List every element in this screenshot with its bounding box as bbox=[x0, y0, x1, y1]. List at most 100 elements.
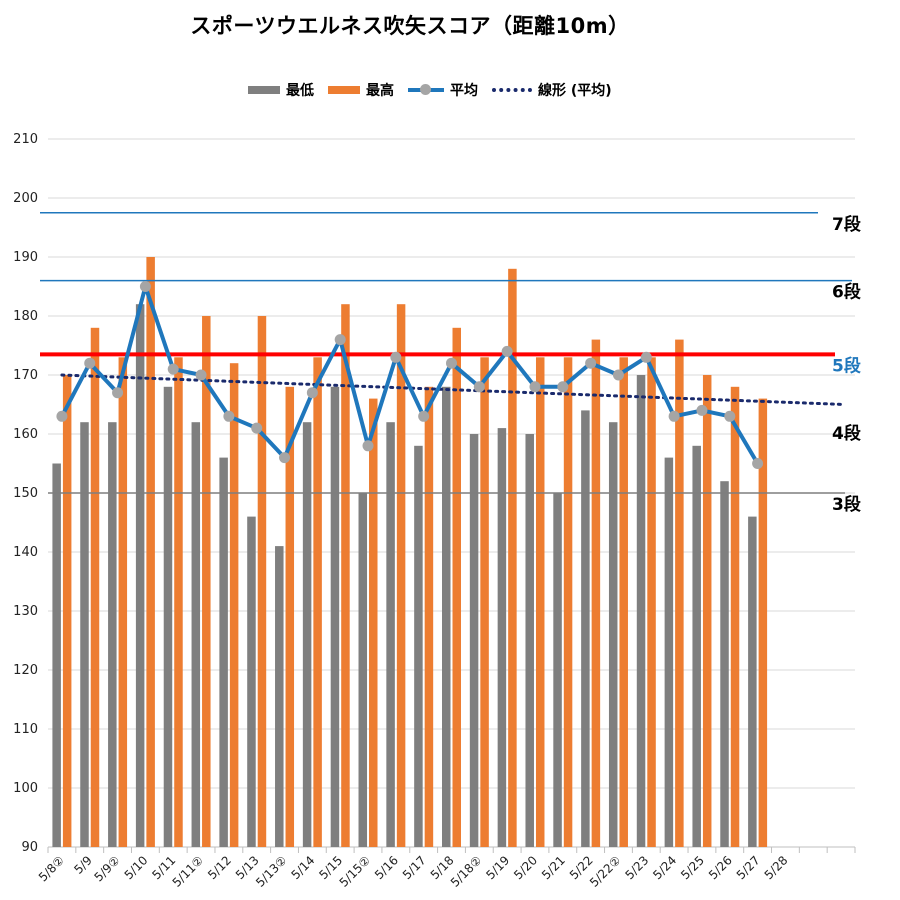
bar-min bbox=[302, 422, 312, 847]
average-point bbox=[473, 381, 485, 393]
average-point bbox=[418, 410, 430, 422]
bar-min bbox=[108, 422, 117, 847]
legend-label-trend: 線形 (平均) bbox=[538, 83, 612, 99]
average-point bbox=[84, 357, 96, 369]
bar-max bbox=[591, 339, 601, 847]
trendline bbox=[60, 373, 847, 406]
bar-min bbox=[497, 428, 507, 847]
bar-max bbox=[257, 316, 267, 847]
average-point bbox=[585, 357, 597, 369]
x-tick-label: 5/9 bbox=[71, 853, 95, 877]
average-point bbox=[223, 410, 235, 422]
average-point bbox=[334, 334, 346, 346]
reference-label: 6段 bbox=[832, 282, 861, 303]
bar-max bbox=[174, 357, 183, 847]
average-point bbox=[306, 387, 318, 399]
legend-label-avg: 平均 bbox=[450, 83, 478, 99]
legend: 最低 最高 平均 線形 (平均) bbox=[248, 80, 626, 100]
average-point bbox=[139, 281, 151, 292]
bar-max bbox=[369, 398, 378, 847]
x-tick-label: 5/27 bbox=[734, 853, 763, 882]
x-tick-label: 5/11② bbox=[170, 853, 207, 890]
bar-max bbox=[730, 386, 740, 847]
x-tick-label: 5/10 bbox=[122, 853, 151, 882]
average-point bbox=[752, 458, 764, 469]
legend-item-trend: 線形 (平均) bbox=[492, 80, 612, 100]
x-tick-label: 5/12 bbox=[205, 853, 234, 882]
bar-min bbox=[275, 546, 284, 847]
reference-label: 7段 bbox=[832, 214, 861, 235]
bar-max bbox=[508, 268, 517, 847]
x-tick-label: 5/16 bbox=[372, 853, 401, 882]
bar-min bbox=[748, 516, 757, 847]
average-point bbox=[668, 410, 680, 422]
bar-max bbox=[480, 357, 489, 847]
bar-min bbox=[442, 386, 451, 847]
bar-min bbox=[358, 493, 368, 847]
x-tick-label: 5/18② bbox=[448, 853, 485, 890]
legend-item-max: 最高 bbox=[328, 80, 394, 100]
average-point bbox=[279, 452, 291, 464]
average-point bbox=[501, 345, 513, 357]
bar-max bbox=[758, 398, 768, 847]
bar-max bbox=[146, 257, 155, 847]
x-tick-label: 5/13② bbox=[253, 853, 290, 890]
average-point bbox=[112, 387, 124, 399]
legend-item-min: 最低 bbox=[248, 80, 314, 100]
bar-max bbox=[341, 304, 350, 847]
legend-item-avg: 平均 bbox=[408, 80, 478, 100]
bar-max bbox=[647, 357, 656, 847]
bar-min bbox=[247, 516, 256, 847]
average-point bbox=[640, 351, 652, 363]
average-point bbox=[724, 410, 736, 422]
average-point bbox=[696, 404, 708, 416]
bar-min bbox=[163, 386, 173, 847]
bar-min bbox=[52, 463, 61, 847]
bar-min bbox=[191, 422, 201, 847]
average-point bbox=[362, 440, 374, 452]
bar-min bbox=[386, 422, 395, 847]
average-point bbox=[195, 369, 207, 381]
legend-line-trend bbox=[492, 88, 532, 92]
y-tick-label: 210 bbox=[13, 132, 38, 147]
bar-max bbox=[424, 386, 434, 847]
bar-max bbox=[313, 357, 322, 847]
bar-max bbox=[62, 375, 72, 847]
bar-max bbox=[90, 327, 100, 847]
bar-min bbox=[330, 386, 340, 847]
x-tick-label: 5/20 bbox=[511, 853, 540, 882]
y-tick-label: 150 bbox=[13, 486, 38, 501]
bar-max bbox=[396, 304, 406, 847]
legend-label-min: 最低 bbox=[286, 83, 314, 99]
bar-min bbox=[581, 410, 590, 847]
reference-label: 4段 bbox=[832, 423, 861, 444]
average-point bbox=[529, 381, 541, 393]
bar-min bbox=[608, 422, 618, 847]
bar-min bbox=[135, 304, 145, 847]
x-tick-label: 5/26 bbox=[706, 853, 735, 882]
bar-min bbox=[414, 445, 423, 847]
x-tick-label: 5/14 bbox=[289, 853, 318, 882]
bar-max bbox=[535, 357, 545, 847]
y-tick-label: 100 bbox=[13, 781, 38, 796]
y-tick-label: 160 bbox=[13, 427, 38, 442]
bar-max bbox=[118, 357, 128, 847]
y-tick-label: 140 bbox=[13, 545, 38, 560]
bar-max bbox=[675, 339, 684, 847]
y-tick-label: 110 bbox=[13, 722, 38, 737]
y-tick-label: 130 bbox=[13, 604, 38, 619]
bar-min bbox=[636, 375, 646, 847]
y-tick-label: 170 bbox=[13, 368, 38, 383]
x-tick-label: 5/24 bbox=[650, 853, 679, 882]
average-point bbox=[251, 422, 263, 434]
bar-min bbox=[553, 493, 562, 847]
y-tick-label: 180 bbox=[13, 309, 38, 324]
average-point bbox=[56, 410, 68, 422]
bar-min bbox=[469, 434, 479, 847]
y-tick-label: 200 bbox=[13, 191, 38, 206]
x-tick-label: 5/23 bbox=[622, 853, 651, 882]
average-point bbox=[612, 369, 624, 381]
bar-max bbox=[202, 316, 211, 847]
y-tick-label: 90 bbox=[21, 840, 38, 855]
